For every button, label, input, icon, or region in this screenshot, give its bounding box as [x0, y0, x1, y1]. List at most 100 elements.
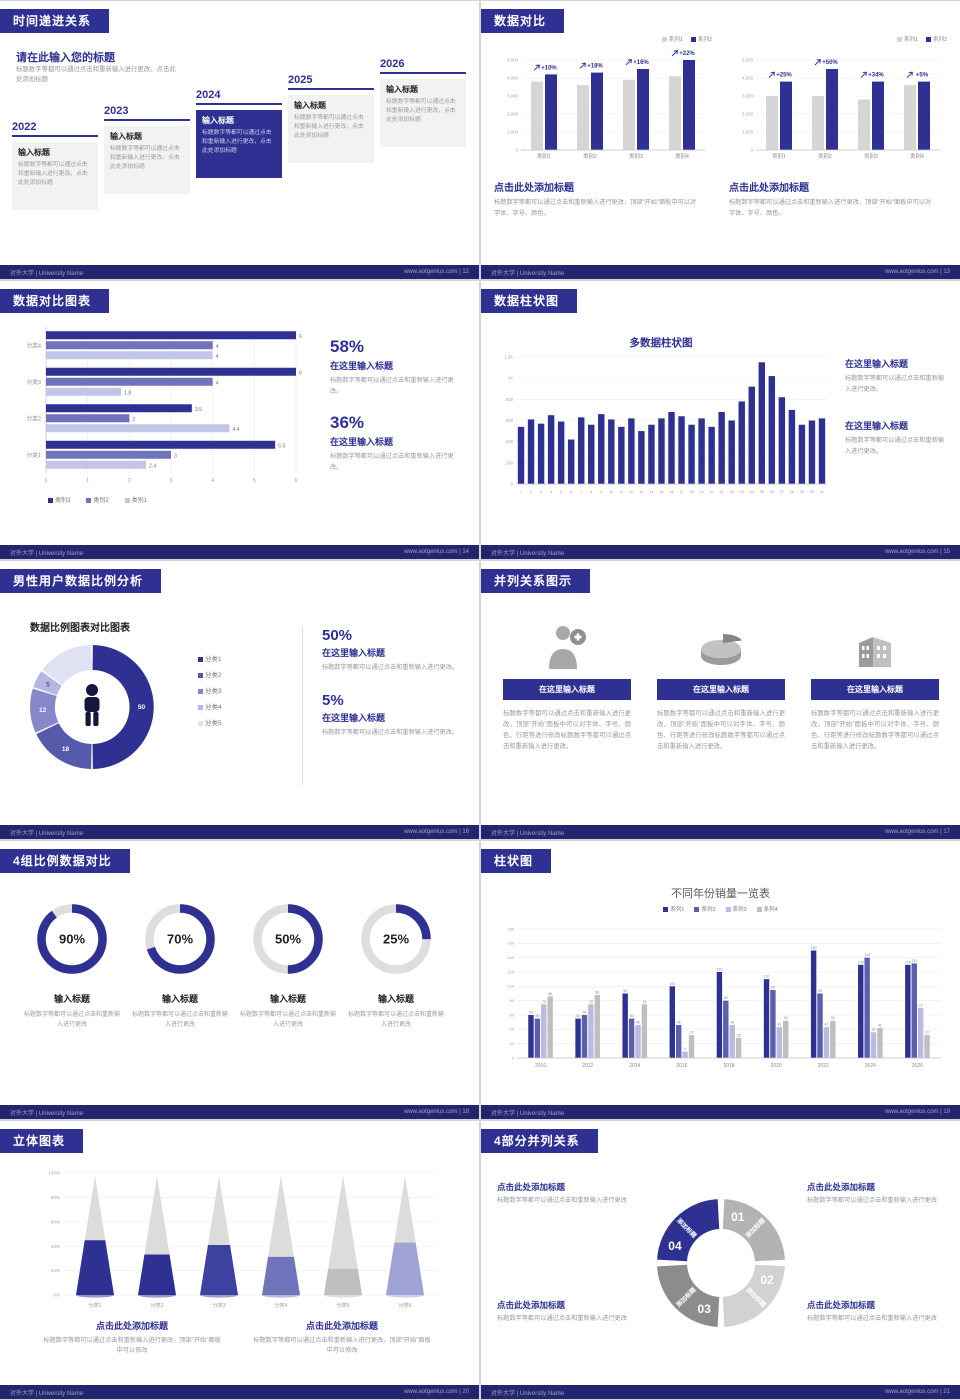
svg-text:200: 200 [506, 460, 514, 465]
timeline-card-title: 输入标题 [110, 132, 142, 141]
svg-text:75: 75 [589, 1000, 593, 1004]
timeline-card-text: 标题数字等都可以通过点击和重新输入进行更改，点击此处添加标题 [294, 115, 364, 139]
svg-text:类别2: 类别2 [818, 152, 832, 160]
svg-text:4: 4 [216, 354, 219, 360]
svg-text:52: 52 [831, 1016, 835, 1020]
svg-text:类别3: 类别3 [629, 152, 643, 160]
ring-stat-2: 70% 输入标题 标题数字等都可以通过点击和重新输入进行更改 [130, 899, 230, 1030]
slide-17-parallel-relations[interactable]: 并列关系图示 在这里输入标题 标题数字等都可以通过点击和重新输入进行更改，顶部“… [481, 561, 960, 839]
slide-18-four-rings[interactable]: 4组比例数据对比 90% 输入标题 标题数字等都可以通过点击和重新输入进行更改 … [0, 841, 479, 1119]
svg-text:8: 8 [590, 490, 592, 494]
svg-text:120: 120 [507, 969, 514, 974]
svg-text:+5%: +5% [916, 73, 929, 79]
svg-text:6: 6 [299, 370, 302, 376]
ring-stat-4: 25% 输入标题 标题数字等都可以通过点击和重新输入进行更改 [346, 899, 446, 1030]
chart-title: 不同年份销量一览表 [671, 888, 770, 900]
stat-block: 58% 在这里输入标题 标题数字等都可以通过点击和重新输入进行更改。 [330, 337, 466, 397]
column-heading-banner: 在这里输入标题 [657, 679, 785, 700]
footer-university: 对外大学 | University Name [491, 1390, 564, 1397]
legend-item: 系列1 [896, 35, 918, 43]
slide-footer: 对外大学 | University Name www.aotgenius.com… [0, 545, 479, 559]
svg-text:2.4: 2.4 [149, 463, 156, 469]
svg-text:19: 19 [700, 490, 704, 494]
svg-text:类别3: 类别3 [864, 152, 878, 160]
svg-text:28: 28 [737, 1033, 741, 1037]
slide-16-male-user-ratio[interactable]: 男性用户数据比例分析 数据比例图表对比图表 50 18 12 5 分类1 分类2 分类… [0, 561, 479, 839]
svg-text:130: 130 [858, 960, 864, 964]
svg-text:01: 01 [731, 1210, 745, 1224]
legend-swatch [925, 37, 931, 43]
svg-text:4,000: 4,000 [742, 76, 754, 81]
timeline-year: 2025 [288, 74, 313, 86]
svg-text:80: 80 [724, 996, 728, 1000]
svg-text:25%: 25% [383, 932, 409, 947]
legend-item: 分类1 [198, 653, 222, 663]
block-heading: 点击此处添加标题 [729, 183, 809, 194]
timeline-rule [104, 119, 190, 121]
stat-percentage: 36% [330, 413, 365, 433]
column-heading-banner: 在这里输入标题 [503, 679, 631, 700]
svg-text:分类2: 分类2 [27, 414, 41, 422]
svg-text:2026: 2026 [912, 1063, 923, 1069]
svg-text:55: 55 [535, 1014, 539, 1018]
svg-text:43: 43 [824, 1023, 828, 1027]
footer-university: 对外大学 | University Name [10, 1390, 83, 1397]
legend-item: 系列1 [661, 35, 683, 43]
legend-item: 系列1 [663, 905, 684, 913]
svg-text:0: 0 [511, 482, 514, 487]
chart-heading: 数据比例图表对比图表 [30, 623, 130, 634]
ring-stat-3: 50% 输入标题 标题数字等都可以通过点击和重新输入进行更改 [238, 899, 338, 1030]
legend-item: 系列2 [690, 35, 712, 43]
slide-13-data-comparison[interactable]: 数据对比 系列1 系列2 0 1,000 2,000 3,000 4,000 5,000 +… [481, 1, 960, 279]
svg-text:4.4: 4.4 [232, 427, 239, 433]
timeline-card-title: 输入标题 [294, 101, 326, 110]
legend-item: 系列3 [725, 905, 747, 913]
svg-text:2: 2 [128, 478, 131, 484]
block-body: 标题数字等都可以通过点击和重新输入进行更改，顶部“开始”面板中可以对字体、字号、… [729, 199, 932, 217]
timeline-step-2025: 2025 输入标题 标题数字等都可以通过点击和重新输入进行更改，点击此处添加标题 [288, 74, 374, 163]
timeline-card: 输入标题 标题数字等都可以通过点击和重新输入进行更改，点击此处添加标题 [104, 126, 190, 194]
svg-text:40%: 40% [51, 1244, 60, 1249]
corner-block-top-right: 点击此处添加标题 标题数字等都可以通过点击和重新输入进行更改 [807, 1181, 947, 1206]
svg-text:2,000: 2,000 [742, 112, 754, 117]
slide-21-four-part-relation[interactable]: 4部分并列关系 点击此处添加标题 标题数字等都可以通过点击和重新输入进行更改 点… [481, 1121, 960, 1399]
stat-heading: 在这里输入标题 [330, 361, 394, 371]
svg-text:21: 21 [720, 490, 724, 494]
timeline-rule [196, 103, 282, 105]
pie-3d-icon [657, 617, 785, 669]
slide-15-column-chart[interactable]: 数据柱状图 多数据柱状图 0 200 400 600 800 1K 1.2K 1 2 3 4 5 6 7 8… [481, 281, 960, 559]
legend-swatch [198, 704, 203, 710]
svg-text:+16%: +16% [633, 60, 649, 66]
block-heading: 在这里输入标题 [845, 359, 909, 369]
legend-item: 类别3 [48, 495, 70, 504]
legend-swatch [48, 497, 53, 503]
slide-footer: 对外大学 | University Name www.aotgenius.com… [481, 825, 960, 839]
grouped-bar-chart: 0 1,000 2,000 3,000 4,000 5,000 +25% 类别1 +50% 类别2… [729, 44, 947, 171]
stats-panel: 58% 在这里输入标题 标题数字等都可以通过点击和重新输入进行更改。 36% 在… [330, 337, 466, 473]
timeline-rule [12, 135, 98, 137]
svg-text:6: 6 [570, 490, 572, 494]
block-heading: 点击此处添加标题 [494, 183, 574, 194]
nurse-icon [503, 617, 631, 669]
svg-text:类别2: 类别2 [583, 152, 597, 160]
slide-12-timeline[interactable]: 时间递进关系 请在此输入您的标题 标题数字等都可以通过点击和重新输入进行更改，点… [0, 1, 479, 279]
legend-swatch [896, 37, 902, 43]
timeline-rule [380, 72, 466, 74]
footer-university: 对外大学 | University Name [491, 270, 564, 277]
slide-20-3d-cone-chart[interactable]: 立体图表 0% 20% 40% 60% 80% 100% 分类1 分类2 分类3 分类4 分类5 分类… [0, 1121, 479, 1399]
svg-text:02: 02 [760, 1273, 774, 1287]
block-body: 标题数字等都可以通过点击和重新输入进行更改 [497, 1315, 627, 1322]
timeline-step-2022: 2022 输入标题 标题数字等都可以通过点击和重新输入进行更改，点击此处添加标题 [12, 121, 98, 210]
corner-block-bottom-left: 点击此处添加标题 标题数字等都可以通过点击和重新输入进行更改 [497, 1299, 637, 1324]
svg-text:75: 75 [542, 1000, 546, 1004]
slide-footer: 对外大学 | University Name www.aotgenius.com… [0, 1105, 479, 1119]
legend-swatch [198, 688, 203, 694]
footer-site-page: www.aotgenius.com | 15 [885, 549, 950, 555]
slide-footer: 对外大学 | University Name www.aotgenius.com… [481, 1385, 960, 1399]
timeline-year: 2026 [380, 58, 405, 70]
slide-14-bar-comparison[interactable]: 数据对比图表 0 1 2 3 4 5 6 分类4 6 4 4 分类3 6 4 1.8 分类2 3.5 2 4.4 分类… [0, 281, 479, 559]
legend-swatch [198, 720, 203, 726]
section-heading: 请在此输入您的标题 [16, 52, 115, 64]
svg-text:3.5: 3.5 [195, 407, 202, 413]
slide-19-yearly-column-chart[interactable]: 柱状图 不同年份销量一览表 系列1 系列2 系列3 系列4 0 20 40 60 80 1… [481, 841, 960, 1119]
